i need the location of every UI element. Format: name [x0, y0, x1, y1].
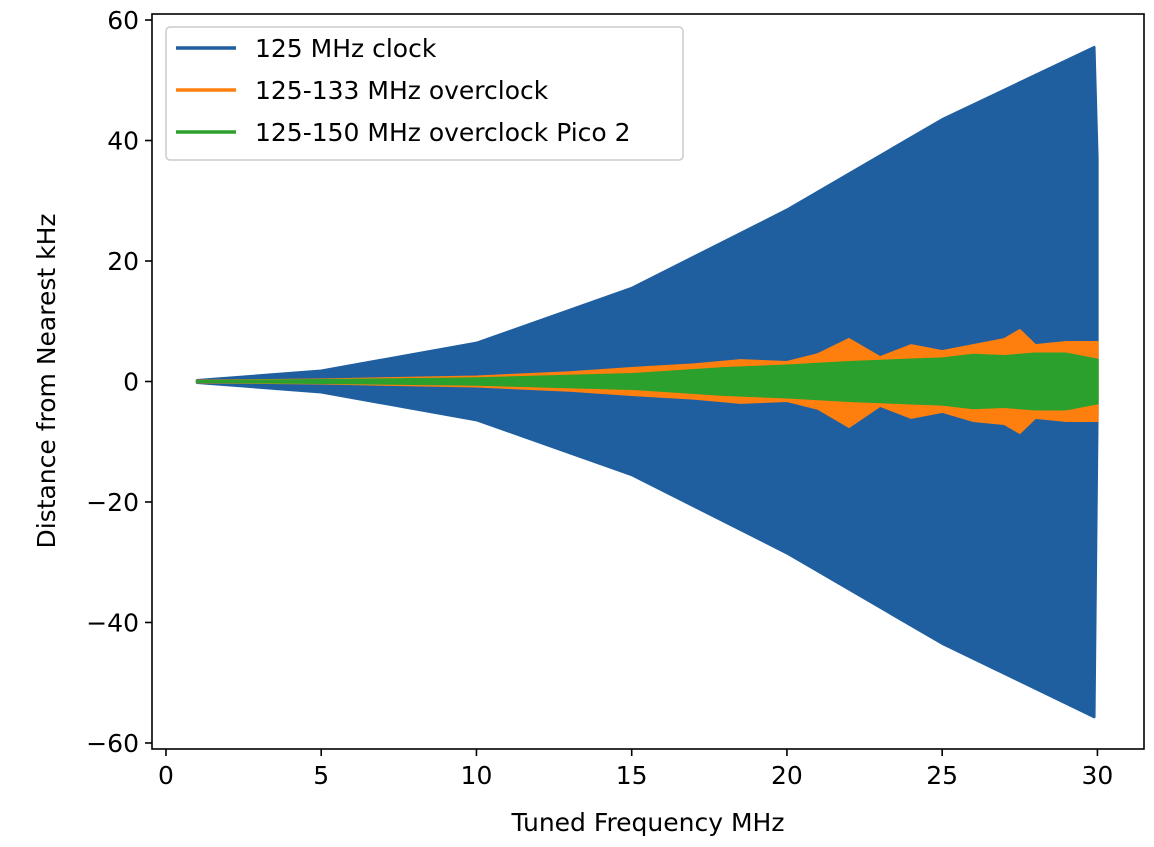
y-tick-label: −20 — [86, 488, 139, 517]
x-tick-label: 15 — [616, 761, 648, 790]
legend: 125 MHz clock 125-133 MHz overclock 125-15… — [165, 26, 684, 161]
y-axis: −60 −40 −20 0 20 40 60 — [86, 6, 152, 758]
x-axis-title: Tuned Frequency MHz — [511, 808, 785, 837]
legend-label: 125 MHz clock — [255, 34, 437, 63]
x-tick-label: 30 — [1082, 761, 1114, 790]
y-tick-label: 40 — [107, 127, 139, 156]
x-tick-label: 20 — [771, 761, 803, 790]
legend-label: 125-133 MHz overclock — [255, 76, 549, 105]
y-tick-label: 0 — [123, 368, 139, 397]
x-axis: 0 5 10 15 20 25 30 — [158, 749, 1113, 790]
y-tick-label: 20 — [107, 247, 139, 276]
x-tick-label: 25 — [926, 761, 958, 790]
legend-label: 125-150 MHz overclock Pico 2 — [255, 118, 631, 147]
legend-box — [165, 26, 684, 161]
y-axis-title: Distance from Nearest kHz — [32, 213, 61, 548]
series-3-band — [195, 352, 1099, 411]
y-tick-label: −40 — [86, 608, 139, 637]
x-tick-label: 0 — [158, 761, 174, 790]
x-tick-label: 10 — [461, 761, 493, 790]
x-tick-label: 5 — [313, 761, 329, 790]
plot-area — [195, 45, 1099, 719]
y-tick-label: −60 — [86, 729, 139, 758]
y-tick-label: 60 — [107, 6, 139, 35]
